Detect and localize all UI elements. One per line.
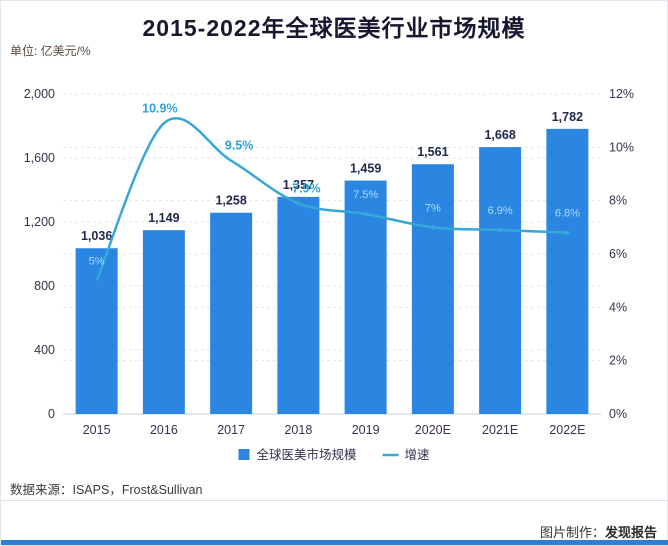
y-axis-tick-right: 10% xyxy=(609,140,634,154)
x-axis-tick: 2015 xyxy=(83,423,111,437)
growth-label: 7% xyxy=(425,202,441,214)
x-axis-tick: 2016 xyxy=(150,423,178,437)
y-axis-tick-left: 400 xyxy=(34,343,55,357)
y-axis-tick-right: 2% xyxy=(609,354,627,368)
growth-label: 5% xyxy=(89,256,105,268)
y-axis-tick-left: 1,200 xyxy=(24,215,55,229)
x-axis-tick: 2019 xyxy=(352,423,380,437)
y-axis-tick-left: 800 xyxy=(34,279,55,293)
credit-label: 图片制作：发现报告 xyxy=(540,522,657,541)
x-axis-tick: 2020E xyxy=(415,423,451,437)
growth-line-point xyxy=(565,230,570,235)
growth-line-point xyxy=(497,227,503,233)
brand-bottom-strip xyxy=(1,540,668,545)
bar-value-label: 1,459 xyxy=(350,162,381,176)
chart-title: 2015-2022年全球医美行业市场规模 xyxy=(142,15,526,41)
y-axis-tick-right: 6% xyxy=(609,247,627,261)
bar-2015 xyxy=(75,248,118,414)
footer-divider xyxy=(1,500,668,501)
growth-line-point xyxy=(363,211,368,217)
combo-chart: 0 400 800 1,200 1,600 2,000 0% 2% 4% 6% 8% 10% 12% 1,… xyxy=(1,71,668,471)
x-axis-tick: 2017 xyxy=(217,423,245,437)
growth-label: 10.9% xyxy=(142,101,177,115)
y-axis-tick-right: 4% xyxy=(609,300,627,314)
data-source-label: 数据来源：ISAPS，Frost&Sullivan xyxy=(10,483,203,497)
y-axis-tick-left: 0 xyxy=(48,407,55,421)
legend-label-bar: 全球医美市场规模 xyxy=(257,447,358,462)
growth-label: 6.9% xyxy=(488,205,513,217)
bar-value-label: 1,782 xyxy=(552,110,583,124)
chart-canvas: 0 400 800 1,200 1,600 2,000 0% 2% 4% 6% 8% 10% 12% 1,… xyxy=(24,87,634,462)
bar-2020E xyxy=(411,164,454,414)
bar-value-label: 1,561 xyxy=(417,145,448,159)
legend-swatch-bar xyxy=(238,449,250,460)
bar-value-label: 1,036 xyxy=(81,229,112,243)
bar-value-label: 1,357 xyxy=(283,178,314,192)
bar-2018 xyxy=(277,196,320,414)
y-axis-tick-left: 2,000 xyxy=(24,87,55,101)
bar-value-label: 1,149 xyxy=(148,211,179,225)
growth-line xyxy=(95,116,568,282)
growth-line-point xyxy=(430,225,436,230)
bar-2022E xyxy=(546,128,589,414)
credit-brand: 发现报告 xyxy=(604,525,657,540)
bar-2017 xyxy=(210,212,253,414)
growth-label: 7.5% xyxy=(353,189,378,201)
y-axis-tick-left: 1,600 xyxy=(24,151,55,165)
growth-line-point xyxy=(296,201,301,206)
x-axis-tick: 2022E xyxy=(549,423,585,437)
y-axis-tick-right: 8% xyxy=(609,194,627,208)
growth-label: 7.9% xyxy=(292,181,321,195)
y-axis-tick-right: 0% xyxy=(609,407,627,421)
growth-label: 9.5% xyxy=(225,139,254,153)
x-axis-tick: 2021E xyxy=(482,423,518,437)
bar-2019 xyxy=(344,180,387,414)
bar-2016 xyxy=(142,230,185,414)
bar-value-label: 1,668 xyxy=(484,128,515,142)
credit-prefix: 图片制作： xyxy=(539,525,605,540)
y-axis-tick-right: 12% xyxy=(609,87,634,101)
growth-label: 6.8% xyxy=(555,208,580,220)
bar-value-label: 1,258 xyxy=(215,194,246,208)
unit-label: 单位: 亿美元/% xyxy=(10,44,91,58)
x-axis-tick: 2018 xyxy=(284,423,312,437)
legend-label-line: 增速 xyxy=(405,447,431,462)
bar-2021E xyxy=(479,147,522,414)
